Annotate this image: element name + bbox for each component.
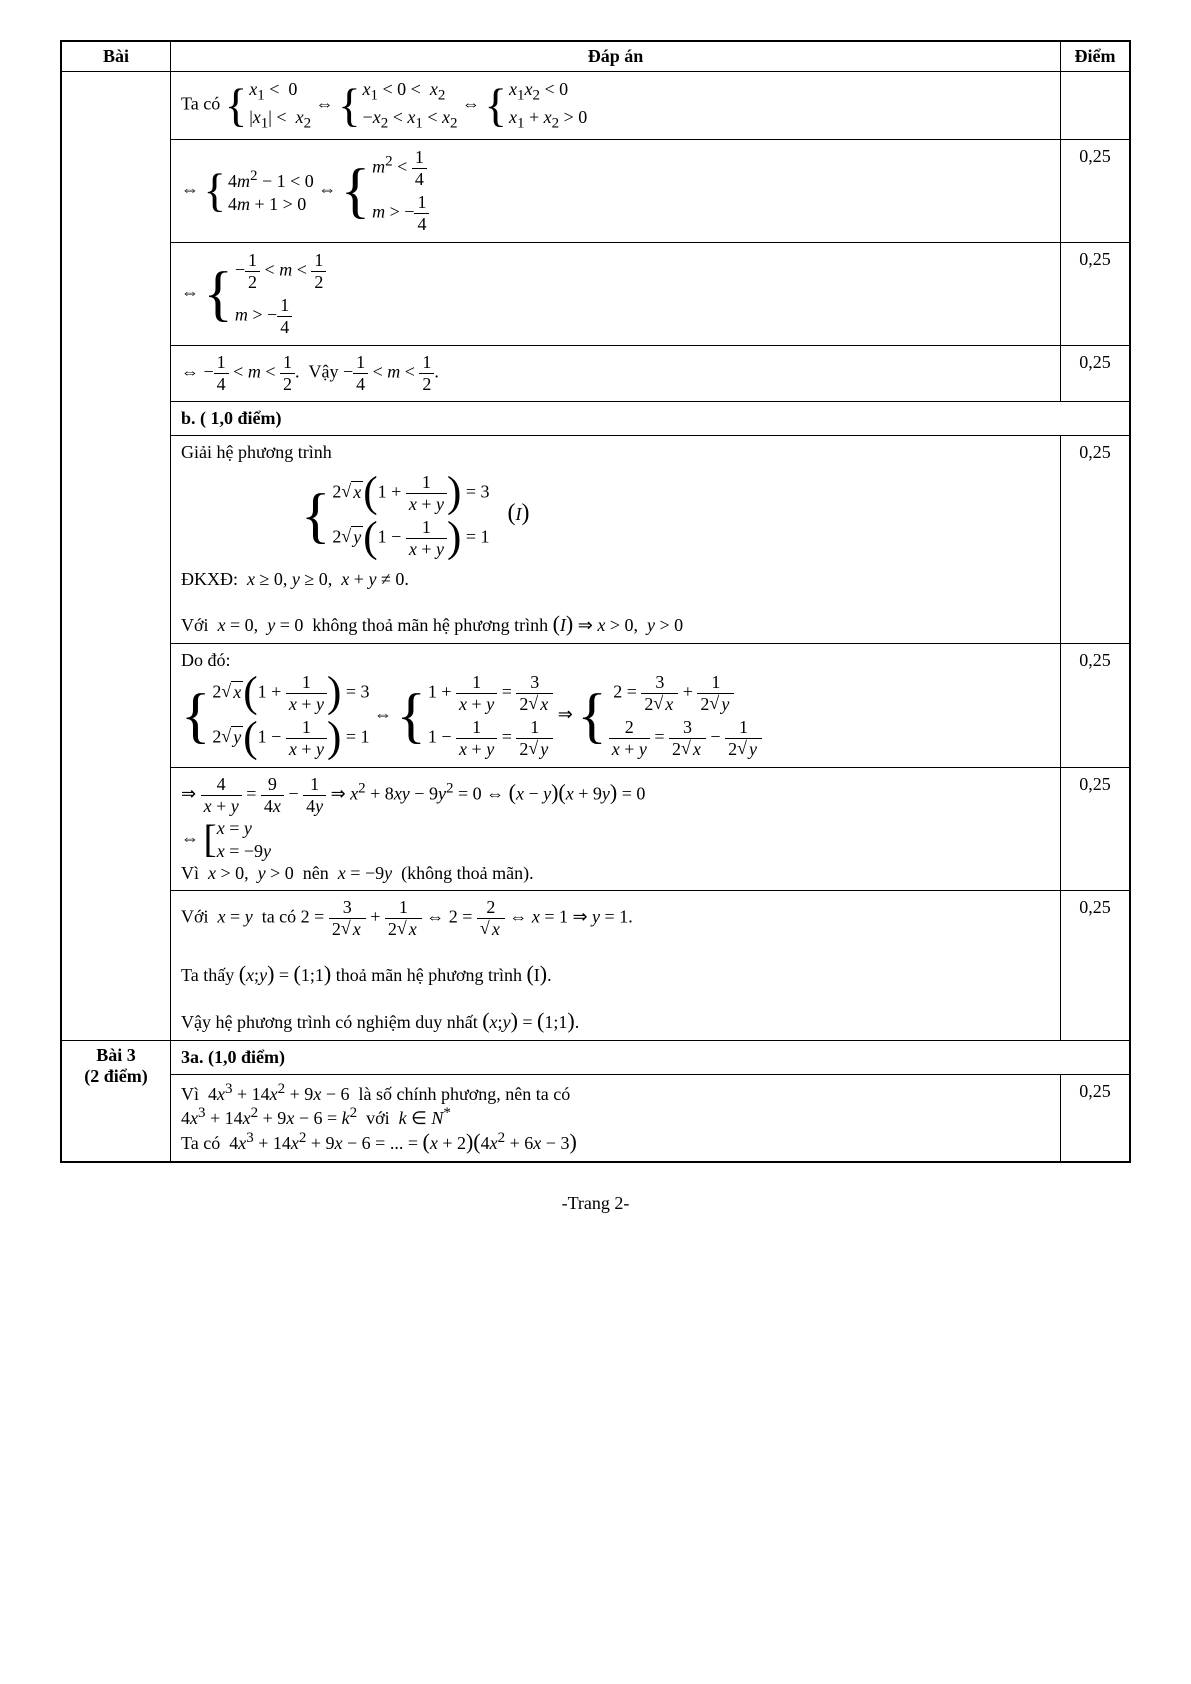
diem-cell: 0,25 bbox=[1061, 243, 1131, 346]
diem-cell bbox=[1061, 72, 1131, 140]
diem-cell: 0,25 bbox=[1061, 346, 1131, 402]
table-row: Bài 3(2 điểm)3a. (1,0 điểm) bbox=[61, 1041, 1130, 1075]
bai-cell: Bài 3(2 điểm) bbox=[61, 1041, 171, 1163]
page-container: Bài Đáp án Điểm Ta có {x1 < 0|x1| < x2 ⇔… bbox=[60, 40, 1131, 1214]
table-row: Ta có {x1 < 0|x1| < x2 ⇔ {x1 < 0 < x2−x2… bbox=[61, 72, 1130, 140]
table-row: Với x = y ta có 2 = 32√x + 12√x ⇔ 2 = 2√… bbox=[61, 891, 1130, 1041]
answer-table: Bài Đáp án Điểm Ta có {x1 < 0|x1| < x2 ⇔… bbox=[60, 40, 1131, 1163]
answer-cell: Do đó:{2√x(1 + 1x + y) = 32√y(1 − 1x + y… bbox=[171, 644, 1061, 768]
answer-cell: Giải hệ phương trình{2√x(1 + 1x + y) = 3… bbox=[171, 436, 1061, 644]
answer-cell: ⇔ −14 < m < 12. Vậy −14 < m < 12. bbox=[171, 346, 1061, 402]
answer-cell: Vì 4x3 + 14x2 + 9x − 6 là số chính phươn… bbox=[171, 1075, 1061, 1163]
diem-cell: 0,25 bbox=[1061, 436, 1131, 644]
answer-cell: ⇒ 4x + y = 94x − 14y ⇒ x2 + 8xy − 9y2 = … bbox=[171, 768, 1061, 891]
col-bai: Bài bbox=[61, 41, 171, 72]
diem-cell: 0,25 bbox=[1061, 891, 1131, 1041]
col-dapan: Đáp án bbox=[171, 41, 1061, 72]
table-body: Ta có {x1 < 0|x1| < x2 ⇔ {x1 < 0 < x2−x2… bbox=[61, 72, 1130, 1163]
subheader-cell: 3a. (1,0 điểm) bbox=[171, 1041, 1131, 1075]
diem-cell: 0,25 bbox=[1061, 768, 1131, 891]
table-header: Bài Đáp án Điểm bbox=[61, 41, 1130, 72]
table-row: Giải hệ phương trình{2√x(1 + 1x + y) = 3… bbox=[61, 436, 1130, 644]
table-row: Do đó:{2√x(1 + 1x + y) = 32√y(1 − 1x + y… bbox=[61, 644, 1130, 768]
page-footer: -Trang 2- bbox=[60, 1193, 1131, 1214]
diem-cell: 0,25 bbox=[1061, 644, 1131, 768]
subheader-text: b. ( 1,0 điểm) bbox=[181, 406, 282, 430]
table-row: ⇒ 4x + y = 94x − 14y ⇒ x2 + 8xy − 9y2 = … bbox=[61, 768, 1130, 891]
bai-cell bbox=[61, 72, 171, 1041]
table-row: b. ( 1,0 điểm) bbox=[61, 402, 1130, 436]
table-row: ⇔ {4m2 − 1 < 04m + 1 > 0 ⇔ {m2 < 14m > −… bbox=[61, 140, 1130, 243]
answer-cell: Với x = y ta có 2 = 32√x + 12√x ⇔ 2 = 2√… bbox=[171, 891, 1061, 1041]
subheader-cell: b. ( 1,0 điểm) bbox=[171, 402, 1131, 436]
table-row: Vì 4x3 + 14x2 + 9x − 6 là số chính phươn… bbox=[61, 1075, 1130, 1163]
answer-cell: ⇔ {4m2 − 1 < 04m + 1 > 0 ⇔ {m2 < 14m > −… bbox=[171, 140, 1061, 243]
col-diem: Điểm bbox=[1061, 41, 1131, 72]
answer-cell: Ta có {x1 < 0|x1| < x2 ⇔ {x1 < 0 < x2−x2… bbox=[171, 72, 1061, 140]
table-row: ⇔ {−12 < m < 12m > −140,25 bbox=[61, 243, 1130, 346]
table-row: ⇔ −14 < m < 12. Vậy −14 < m < 12.0,25 bbox=[61, 346, 1130, 402]
subheader-text: 3a. (1,0 điểm) bbox=[181, 1045, 285, 1069]
diem-cell: 0,25 bbox=[1061, 140, 1131, 243]
diem-cell: 0,25 bbox=[1061, 1075, 1131, 1163]
answer-cell: ⇔ {−12 < m < 12m > −14 bbox=[171, 243, 1061, 346]
